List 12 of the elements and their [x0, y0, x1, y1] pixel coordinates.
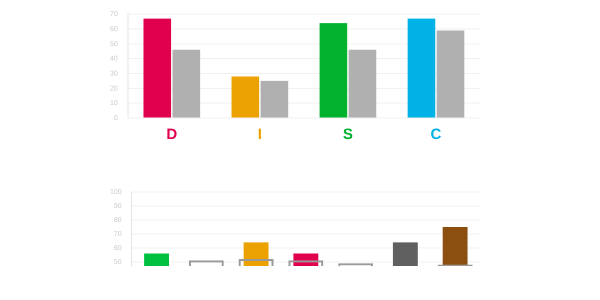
x-tick-label: C [430, 126, 442, 144]
bar [232, 76, 260, 118]
bar [172, 50, 200, 118]
bar [408, 18, 436, 118]
bar [143, 18, 172, 118]
bar [436, 30, 464, 118]
x-tick-label: I [258, 126, 262, 144]
bar [348, 50, 376, 118]
bar [320, 23, 348, 118]
x-tick-label: S [342, 126, 353, 144]
bar [260, 80, 288, 118]
x-tick-label: D [166, 126, 178, 144]
